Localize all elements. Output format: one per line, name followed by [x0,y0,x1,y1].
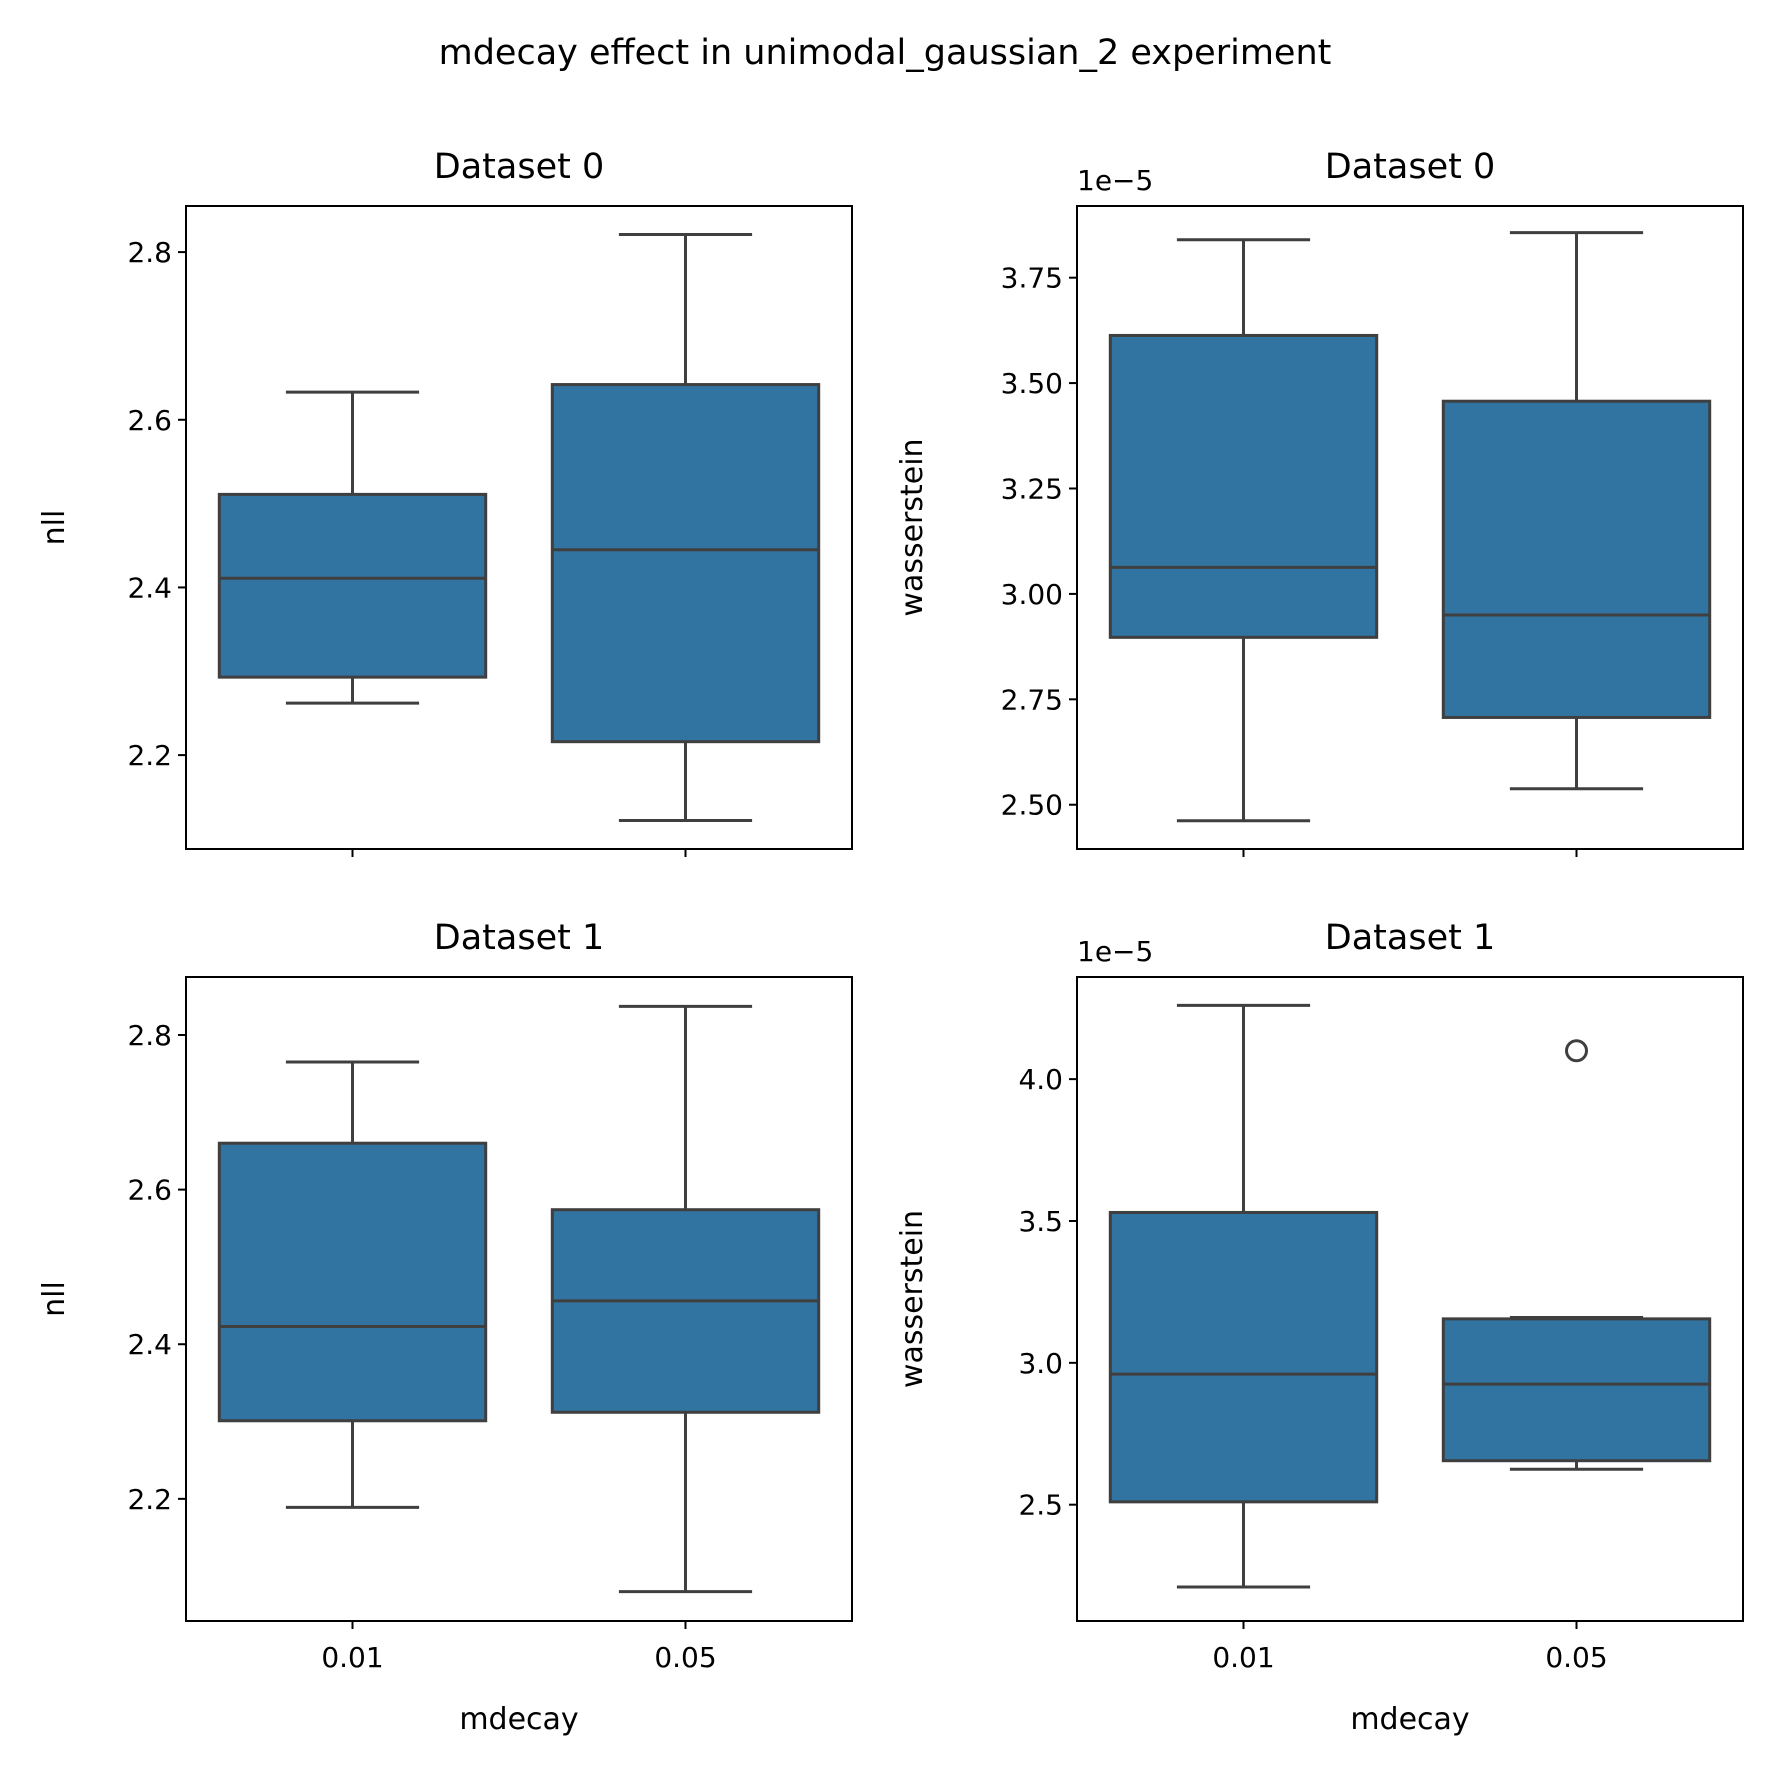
axis-offset-label: 1e−5 [1077,164,1153,197]
y-axis-label: wasserstein [895,438,930,616]
box-iqr [1108,333,1379,639]
x-tick-label: 0.05 [1545,1641,1607,1674]
y-tick-label: 2.8 [127,1019,172,1052]
y-tick-label: 2.2 [127,1483,172,1516]
subplot-title: Dataset 0 [434,147,604,187]
subplot-title: Dataset 1 [434,918,604,958]
axes-frame [185,205,853,850]
box-0.05 [1441,1039,1712,1471]
box-iqr [217,1141,488,1423]
y-axis-label: wasserstein [895,1210,930,1388]
subplot-title: Dataset 1 [1325,918,1495,958]
x-tick-label: 0.01 [321,1641,383,1674]
box-0.05 [550,1004,821,1594]
y-tick-label: 2.6 [127,1174,172,1207]
box-0.01 [1108,238,1379,823]
x-tick-label: 0.05 [654,1641,716,1674]
y-axis-label: nll [37,1281,72,1317]
axis-offset-label: 1e−5 [1077,935,1153,968]
box-iqr [550,1208,821,1414]
box-0.05 [1441,231,1712,791]
box-iqr [217,492,488,679]
y-tick-label: 2.2 [127,739,172,772]
axes-frame [1076,205,1744,850]
y-tick-label: 2.6 [127,404,172,437]
x-axis-label: mdecay [459,1702,578,1737]
y-tick-label: 2.4 [127,571,172,604]
y-tick-label: 3.25 [1001,472,1063,505]
box-iqr [1441,399,1712,719]
box-iqr [550,383,821,744]
subplot-dataset-0-nll: 2.2 2.4 2.6 2.8 Dataset 0 nll [37,147,853,857]
box-iqr [1108,1210,1379,1504]
box-0.01 [217,390,488,705]
y-tick-label: 2.4 [127,1328,172,1361]
y-tick-label: 3.00 [1001,578,1063,611]
subplot-dataset-0-wasserstein: 2.50 2.75 3.00 3.25 3.50 3.75 Dataset 0 1e−5 was… [895,147,1744,857]
x-axis-label: mdecay [1350,1702,1469,1737]
y-axis-label: nll [37,510,72,546]
axes-frame [185,976,853,1622]
y-tick-label: 2.8 [127,236,172,269]
box-0.01 [1108,1003,1379,1589]
box-iqr [1441,1317,1712,1463]
y-tick-label: 2.75 [1001,683,1063,716]
y-tick-label: 3.5 [1018,1205,1063,1238]
y-tick-label: 4.0 [1018,1063,1063,1096]
y-tick-label: 3.50 [1001,367,1063,400]
subplot-dataset-1-wasserstein: 2.5 3.0 3.5 4.0 0.01 0.05 Dataset 1 1e−5 wassers… [895,918,1744,1737]
outlier-point [1565,1039,1588,1063]
x-tick-label: 0.01 [1212,1641,1274,1674]
y-tick-label: 3.0 [1018,1347,1063,1380]
box-0.05 [550,233,821,822]
figure-suptitle: mdecay effect in unimodal_gaussian_2 exp… [439,33,1332,73]
subplot-title: Dataset 0 [1325,147,1495,187]
y-tick-label: 2.5 [1018,1489,1063,1522]
subplot-dataset-1-nll: 2.2 2.4 2.6 2.8 0.01 0.05 Dataset 1 nll mdecay [37,918,853,1737]
y-tick-label: 2.50 [1001,789,1063,822]
axes-frame [1076,976,1744,1622]
y-tick-label: 3.75 [1001,262,1063,295]
box-0.01 [217,1060,488,1509]
